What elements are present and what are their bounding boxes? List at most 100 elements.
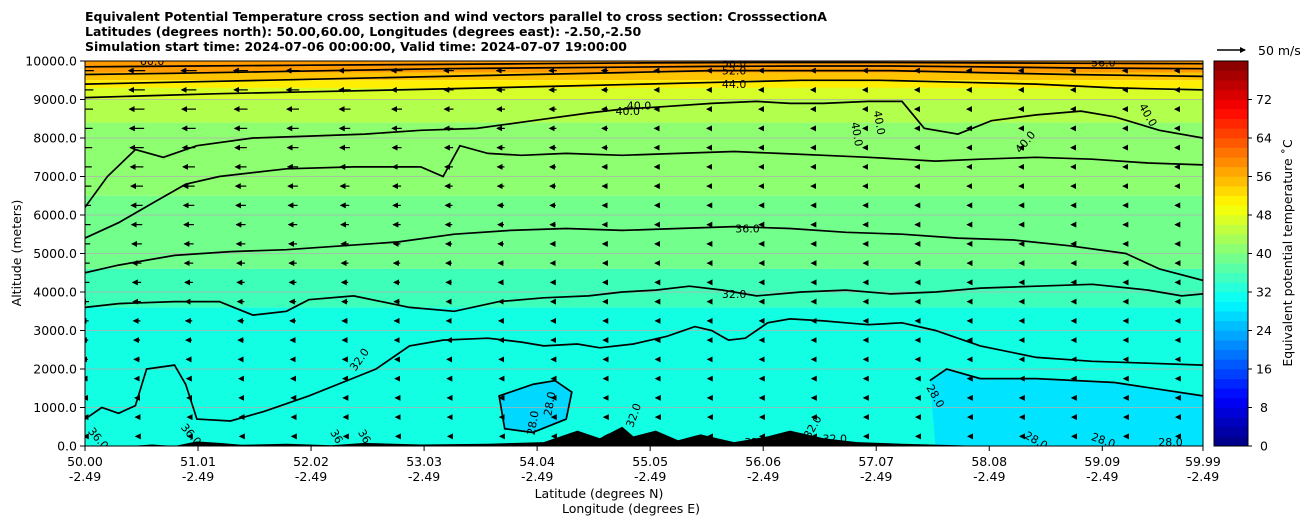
colorbar-segment-22 bbox=[1214, 224, 1248, 235]
contour-label-6: 36.0 bbox=[735, 222, 760, 235]
x-axis-label-longitude: Longitude (degrees E) bbox=[562, 501, 700, 516]
colorbar-segment-9 bbox=[1214, 349, 1248, 360]
x-axis: 50.00-2.4951.01-2.4952.02-2.4953.03-2.49… bbox=[67, 446, 1221, 484]
x-tick-label-lat-6: 56.06 bbox=[745, 454, 781, 469]
colorbar-tick-label-8: 64 bbox=[1256, 131, 1272, 146]
x-tick-label-lon-4: -2.49 bbox=[521, 469, 553, 484]
contour-40.0-6 bbox=[85, 100, 1203, 208]
colorbar-segment-37 bbox=[1214, 80, 1248, 91]
contour-48.0-8 bbox=[85, 69, 1203, 85]
y-tick-label-6: 6000.0 bbox=[33, 208, 77, 223]
contour-label-15: 28.0 bbox=[541, 391, 558, 417]
colorbar-segment-4 bbox=[1214, 397, 1248, 408]
contour-label-12: 40.0 bbox=[871, 109, 888, 135]
colorbar-segment-28 bbox=[1214, 166, 1248, 177]
colorbar-tick-label-5: 40 bbox=[1256, 246, 1272, 261]
contour-36.0-4 bbox=[85, 225, 1203, 282]
x-axis-label-latitude: Latitude (degrees N) bbox=[535, 486, 664, 501]
contour-label-26: 56.0 bbox=[722, 57, 747, 70]
y-tick-label-1: 1000.0 bbox=[33, 400, 77, 415]
x-tick-label-lat-2: 52.02 bbox=[293, 454, 329, 469]
x-tick-label-lon-6: -2.49 bbox=[747, 469, 779, 484]
colorbar-segment-7 bbox=[1214, 369, 1248, 379]
x-tick-label-lon-1: -2.49 bbox=[182, 469, 214, 484]
colorbar-segment-6 bbox=[1214, 378, 1248, 389]
contour-label-3: 36 bbox=[355, 427, 373, 446]
contour-label-5: 32.0 bbox=[722, 288, 747, 301]
colorbar-segment-30 bbox=[1214, 147, 1248, 158]
contour-label-27: 56.0 bbox=[1091, 57, 1116, 70]
x-tick-label-lon-9: -2.49 bbox=[1086, 469, 1118, 484]
x-tick-label-lat-1: 51.01 bbox=[180, 454, 216, 469]
x-tick-label-lat-3: 53.03 bbox=[406, 454, 442, 469]
chart-title-line-3: Simulation start time: 2024-07-06 00:00:… bbox=[85, 39, 627, 54]
terrain-silhouette bbox=[85, 426, 1203, 446]
colorbar-label: Equivalent potential temperature ˚C bbox=[1280, 139, 1295, 367]
contour-44.0-7 bbox=[85, 79, 1203, 99]
contour-label-21: 32.0 bbox=[823, 432, 848, 445]
contour-label-11: 40.0 bbox=[848, 121, 865, 147]
colorbar-tick-label-4: 32 bbox=[1256, 285, 1272, 300]
colorbar-tick-label-1: 8 bbox=[1260, 400, 1268, 415]
fill-band-4 bbox=[85, 99, 1203, 123]
y-tick-label-0: 0.0 bbox=[57, 439, 77, 454]
fill-band-6 bbox=[85, 195, 1203, 269]
colorbar-tick-label-7: 56 bbox=[1256, 169, 1272, 184]
colorbar-segment-29 bbox=[1214, 157, 1248, 168]
fill-band-1 bbox=[85, 72, 1203, 81]
x-tick-label-lon-2: -2.49 bbox=[295, 469, 327, 484]
colorbar-segment-33 bbox=[1214, 118, 1248, 129]
contour-28.0-0 bbox=[498, 379, 573, 434]
colorbar-segment-38 bbox=[1214, 70, 1248, 81]
colorbar-segment-19 bbox=[1214, 253, 1248, 264]
contour-36.0-5 bbox=[85, 144, 1203, 239]
colorbar-segment-24 bbox=[1214, 205, 1248, 216]
contour-label-24: 28.0 bbox=[1158, 436, 1183, 449]
colorbar-tick-label-9: 72 bbox=[1256, 92, 1272, 107]
colorbar-tick-label-0: 0 bbox=[1260, 439, 1268, 454]
colorbar-segment-11 bbox=[1214, 330, 1248, 341]
y-tick-label-7: 7000.0 bbox=[33, 169, 77, 184]
colorbar-segment-3 bbox=[1214, 407, 1248, 418]
x-tick-label-lat-7: 57.07 bbox=[858, 454, 894, 469]
x-tick-label-lat-10: 59.99 bbox=[1185, 454, 1221, 469]
y-tick-label-2: 2000.0 bbox=[33, 362, 77, 377]
contour-layer bbox=[85, 61, 1203, 434]
contour-52.0-9 bbox=[85, 65, 1203, 76]
colorbar-segment-34 bbox=[1214, 109, 1248, 120]
y-axis: 0.0 1000.0 2000.0 3000.0 4000.0 5000.0 6000.0 7… bbox=[25, 54, 85, 454]
y-axis-label: Altitude (meters) bbox=[9, 200, 24, 307]
x-tick-label-lon-7: -2.49 bbox=[860, 469, 892, 484]
contour-label-25: 60.0 bbox=[140, 55, 165, 68]
chart-title-line-2: Latitudes (degrees north): 50.00,60.00, … bbox=[85, 24, 642, 39]
colorbar-segment-32 bbox=[1214, 128, 1248, 139]
colorbar: 0 8 16 24 32 40 48 56 64 72 bbox=[1213, 60, 1272, 454]
quiver-key-label: 50 m/s bbox=[1258, 43, 1301, 58]
colorbar-segment-23 bbox=[1214, 215, 1248, 225]
contour-label-10: 52.0 bbox=[722, 65, 747, 78]
colorbar-segment-14 bbox=[1214, 301, 1248, 312]
colorbar-segment-18 bbox=[1214, 263, 1248, 274]
x-tick-label-lat-4: 54.04 bbox=[519, 454, 555, 469]
colorbar-segment-12 bbox=[1214, 320, 1248, 331]
colorbar-segment-15 bbox=[1214, 292, 1248, 302]
x-tick-label-lat-0: 50.00 bbox=[67, 454, 103, 469]
terrain-layer bbox=[85, 426, 1203, 446]
x-tick-label-lat-8: 58.08 bbox=[971, 454, 1007, 469]
quiver-key: 50 m/s bbox=[1217, 43, 1301, 58]
y-tick-label-10: 10000.0 bbox=[25, 54, 77, 69]
x-tick-label-lon-8: -2.49 bbox=[973, 469, 1005, 484]
contour-label-7: 40.0 bbox=[616, 105, 641, 118]
contour-label-16: 28.0 bbox=[525, 410, 542, 436]
colorbar-segment-10 bbox=[1214, 340, 1248, 351]
y-tick-label-8: 8000.0 bbox=[33, 131, 77, 146]
fill-band-7 bbox=[85, 268, 1203, 308]
colorbar-segment-25 bbox=[1214, 195, 1248, 206]
colorbar-segment-36 bbox=[1214, 89, 1248, 100]
colorbar-tick-label-3: 24 bbox=[1256, 323, 1272, 338]
contour-label-8: 40.0 bbox=[627, 99, 652, 112]
colorbar-segment-8 bbox=[1214, 359, 1248, 370]
x-tick-label-lon-0: -2.49 bbox=[69, 469, 101, 484]
